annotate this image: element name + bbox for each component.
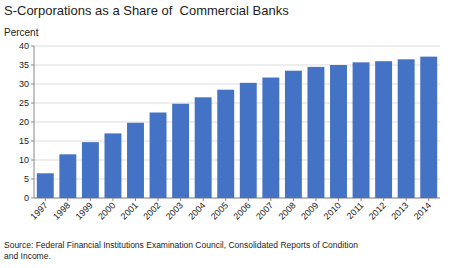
- x-tick: [158, 198, 159, 201]
- bar: [240, 83, 257, 198]
- x-tick-label: 2008: [277, 200, 298, 221]
- x-tick: [203, 198, 204, 201]
- x-tick: [135, 198, 136, 201]
- axes: 0 5 10 15 20 25 30 35 40 199719981999200020012002…: [19, 41, 440, 222]
- bar: [307, 67, 324, 198]
- x-tick-label: 2009: [299, 200, 320, 221]
- x-tick-label: 2003: [164, 200, 185, 221]
- x-tick: [180, 198, 181, 201]
- chart: S-Corporations as a Share of Commercial …: [0, 0, 450, 268]
- bar: [420, 57, 437, 198]
- grid: [34, 46, 440, 198]
- bar: [398, 59, 415, 198]
- chart-container: S-Corporations as a Share of Commercial …: [0, 0, 450, 268]
- bar: [37, 173, 54, 198]
- x-tick: [248, 198, 249, 201]
- x-tick-label: 2007: [254, 200, 275, 221]
- x-tick-label: 2012: [367, 200, 388, 221]
- bar: [104, 133, 121, 198]
- bar: [217, 90, 234, 198]
- x-tick-label: 1997: [28, 200, 49, 221]
- x-tick-label: 1999: [74, 200, 95, 221]
- x-tick-label: 2010: [322, 200, 343, 221]
- bar: [59, 154, 76, 198]
- x-tick-label: 2001: [119, 200, 140, 221]
- x-tick: [406, 198, 407, 201]
- x-tick-label: 2004: [186, 200, 207, 221]
- x-tick: [112, 198, 113, 201]
- x-tick: [338, 198, 339, 201]
- y-tick-label: 15: [19, 136, 29, 146]
- x-tick-label: 2002: [141, 200, 162, 221]
- bar: [262, 78, 279, 198]
- x-tick-label: 2011: [345, 200, 366, 221]
- x-tick-label: 2006: [231, 200, 252, 221]
- bar: [330, 65, 347, 198]
- x-tick: [67, 198, 68, 201]
- grid-line: [34, 46, 440, 47]
- y-tick-label: 5: [24, 174, 29, 184]
- x-tick: [45, 198, 46, 201]
- bar: [172, 104, 189, 198]
- x-tick: [361, 198, 362, 201]
- y-axis-label: Percent: [4, 27, 39, 38]
- y-tick-label: 30: [19, 79, 29, 89]
- x-tick: [315, 198, 316, 201]
- x-tick-label: 2014: [412, 200, 433, 221]
- x-tick: [293, 198, 294, 201]
- x-tick: [383, 198, 384, 201]
- x-tick-label: 2000: [96, 200, 117, 221]
- title: S-Corporations as a Share of Commercial …: [4, 3, 289, 18]
- source-note: Source: Federal Financial Institutions E…: [4, 240, 358, 261]
- x-tick: [225, 198, 226, 201]
- bar: [195, 97, 212, 198]
- y-axis-line: [34, 46, 35, 198]
- y-tick-label: 40: [19, 41, 29, 51]
- x-tick-label: 2005: [209, 200, 230, 221]
- x-tick-label: 2013: [389, 200, 410, 221]
- bars: [37, 57, 437, 198]
- bar: [150, 113, 167, 199]
- y-tick-label: 10: [19, 155, 29, 165]
- bar: [353, 62, 370, 198]
- x-tick: [270, 198, 271, 201]
- x-tick-label: 1998: [51, 200, 72, 221]
- x-tick: [90, 198, 91, 201]
- bar: [375, 61, 392, 198]
- x-tick: [428, 198, 429, 201]
- y-tick-label: 35: [19, 60, 29, 70]
- y-tick-label: 20: [19, 117, 29, 127]
- bar: [127, 123, 144, 198]
- y-tick-label: 0: [24, 193, 29, 203]
- bar: [285, 71, 302, 198]
- y-tick-label: 25: [19, 98, 29, 108]
- bar: [82, 142, 99, 198]
